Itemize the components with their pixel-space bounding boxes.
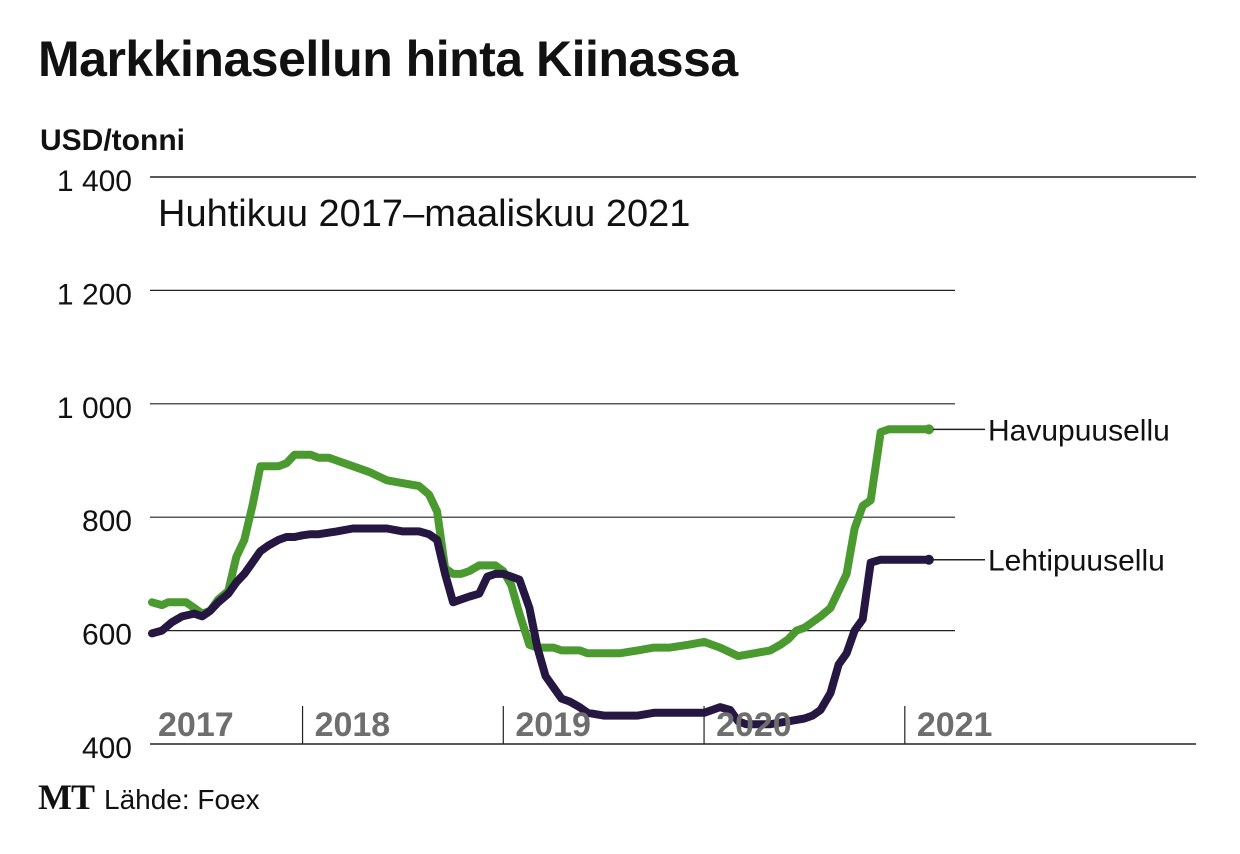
- series-end-point: [923, 424, 934, 435]
- y-tick-label: 1 200: [57, 278, 132, 311]
- year-label: 2020: [716, 706, 792, 744]
- year-label: 2018: [315, 706, 391, 744]
- legend: Havupuusellu Lehtipuusellu: [932, 414, 1170, 578]
- footer: MT Lähde: Foex: [38, 776, 260, 818]
- y-tick-label: 600: [82, 619, 132, 652]
- mt-logo: MT: [38, 777, 95, 817]
- y-tick-label: 400: [82, 732, 132, 765]
- y-tick-label: 1 000: [57, 392, 132, 425]
- y-tick-label: 800: [82, 505, 132, 538]
- legend-label: Havupuusellu: [988, 414, 1170, 447]
- source-label: Lähde: Foex: [104, 784, 260, 815]
- chart-title: Markkinasellun hinta Kiinassa: [38, 31, 738, 87]
- series-line-havupuusellu: [148, 425, 933, 661]
- year-dividers: [301, 706, 906, 744]
- series-layer: [148, 424, 934, 729]
- year-label: 2017: [158, 706, 234, 744]
- year-labels: 2017 2018 2019 2020 2021: [158, 706, 992, 744]
- series-end-point: [923, 554, 934, 565]
- chart-subtitle: Huhtikuu 2017–maaliskuu 2021: [158, 193, 690, 235]
- y-tick-labels: 400 600 800 1 000 1 200 1 400: [57, 165, 132, 765]
- series-line-lehtipuusellu: [148, 524, 933, 729]
- year-label: 2021: [917, 706, 993, 744]
- unit-label: USD/tonni: [40, 124, 185, 157]
- gridlines: [150, 176, 1196, 745]
- year-label: 2019: [515, 706, 591, 744]
- y-tick-label: 1 400: [57, 165, 132, 198]
- legend-label: Lehtipuusellu: [988, 545, 1165, 578]
